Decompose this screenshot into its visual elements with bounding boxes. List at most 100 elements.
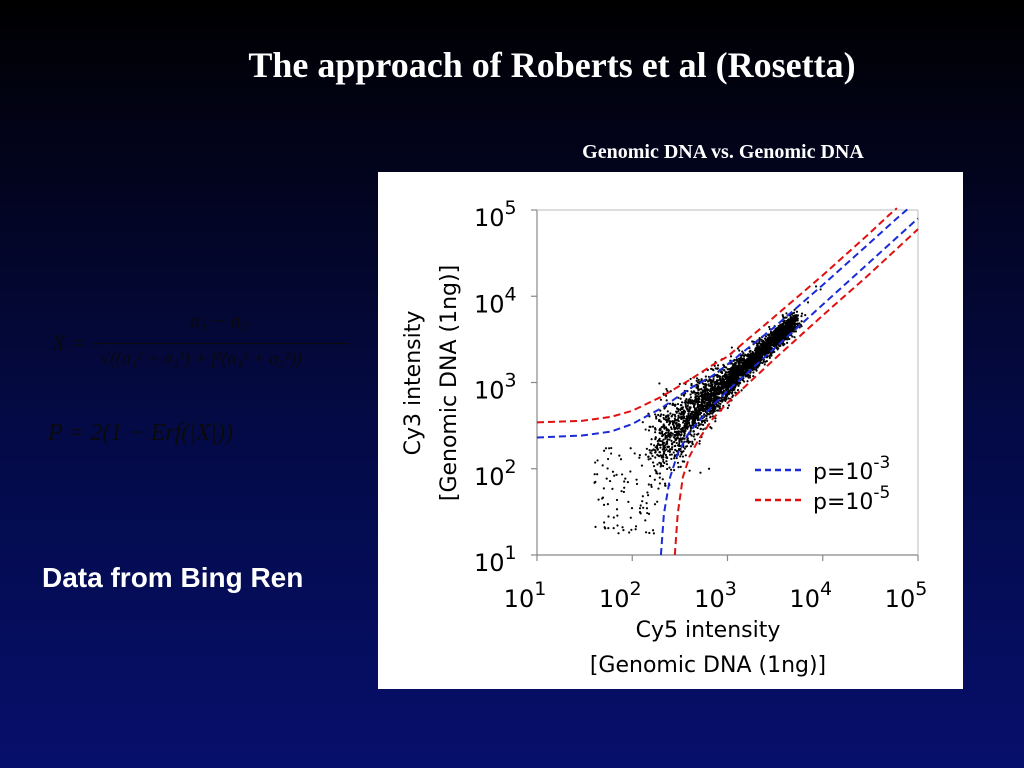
scatter-point <box>791 330 794 333</box>
scatter-point <box>673 457 676 460</box>
scatter-point <box>708 393 712 396</box>
scatter-point <box>664 449 667 452</box>
scatter-point <box>675 449 678 452</box>
scatter-point <box>763 353 766 356</box>
scatter-point <box>656 448 659 451</box>
scatter-point <box>696 410 699 413</box>
scatter-point <box>650 483 653 486</box>
scatter-point <box>715 392 718 395</box>
scatter-point <box>706 402 709 405</box>
scatter-point <box>738 349 741 352</box>
scatter-point <box>728 390 731 393</box>
scatter-point <box>697 392 700 396</box>
x-tick-label: 103 <box>694 578 737 613</box>
scatter-point <box>699 471 702 474</box>
scatter-point <box>706 391 710 394</box>
scatter-point <box>646 494 650 497</box>
scatter-point <box>610 446 613 450</box>
scatter-point <box>703 394 707 398</box>
scatter-point <box>687 412 690 415</box>
scatter-point <box>710 427 713 430</box>
scatter-point <box>748 376 752 379</box>
scatter-point <box>648 475 652 478</box>
scatter-point <box>775 344 778 347</box>
scatter-point <box>759 343 762 346</box>
scatter-point <box>665 419 668 422</box>
scatter-point <box>690 412 694 415</box>
scatter-point <box>622 490 625 494</box>
scatter-point <box>738 372 741 376</box>
scatter-point <box>698 439 701 443</box>
scatter-point <box>681 455 685 458</box>
scatter-point <box>800 314 803 318</box>
scatter-point <box>644 453 647 456</box>
scatter-point <box>716 373 719 377</box>
scatter-point <box>695 399 698 402</box>
scatter-point <box>662 464 665 468</box>
scatter-point <box>654 446 657 449</box>
scatter-point <box>716 364 720 367</box>
scatter-point <box>661 443 664 446</box>
scatter-point <box>663 461 666 465</box>
scatter-point <box>724 373 727 376</box>
scatter-point <box>733 370 736 373</box>
scatter-point <box>702 397 706 401</box>
scatter-point <box>704 383 708 386</box>
scatter-point <box>786 341 789 344</box>
scatter-point <box>722 377 725 381</box>
scatter-point <box>675 430 678 433</box>
scatter-point <box>793 320 796 323</box>
scatter-point <box>683 460 686 463</box>
legend-label-p5: p=10-5 <box>813 483 890 515</box>
scatter-point <box>671 432 674 435</box>
scatter-point <box>745 375 748 378</box>
scatter-point <box>663 418 666 421</box>
scatter-point <box>739 358 742 361</box>
scatter-point <box>687 402 690 405</box>
scatter-point <box>642 506 645 509</box>
scatter-point <box>712 397 716 400</box>
scatter-point <box>740 389 743 392</box>
scatter-point <box>752 375 755 378</box>
scatter-point <box>684 454 687 457</box>
scatter-point <box>754 361 757 364</box>
scatter-point <box>651 425 655 428</box>
scatter-point <box>668 453 672 456</box>
scatter-point <box>669 426 673 429</box>
scatter-point <box>668 448 671 451</box>
scatter-point <box>681 421 685 424</box>
scatter-point <box>616 514 619 517</box>
scatter-point <box>669 431 673 434</box>
scatter-point <box>672 424 676 428</box>
scatter-point <box>647 483 650 486</box>
scatter-point <box>651 529 655 532</box>
scatter-point <box>704 414 707 417</box>
scatter-point <box>775 346 779 349</box>
scatter-point <box>684 403 687 406</box>
scatter-point <box>652 465 656 468</box>
scatter-point <box>791 335 794 338</box>
scatter-point <box>679 455 682 458</box>
scatter-point <box>691 399 694 403</box>
scatter-point <box>755 346 758 349</box>
scatter-point <box>781 328 784 331</box>
scatter-point <box>668 438 671 441</box>
scatter-point <box>730 376 734 379</box>
scatter-point <box>654 456 657 459</box>
scatter-point <box>608 479 612 483</box>
scatter-point <box>720 397 723 400</box>
scatter-point <box>696 413 700 416</box>
scatter-point <box>707 404 710 407</box>
scatter-point <box>737 384 740 387</box>
scatter-point <box>719 382 723 386</box>
scatter-point <box>677 410 680 413</box>
scatter-point <box>712 380 715 383</box>
scatter-point <box>665 399 668 402</box>
scatter-point <box>699 391 702 394</box>
scatter-point <box>659 432 662 435</box>
scatter-point <box>658 382 661 385</box>
scatter-point <box>666 467 669 471</box>
scatter-point <box>710 380 714 383</box>
scatter-point <box>752 371 755 374</box>
scatter-plot: 101 102 103 104 105 101 102 103 104 105 p=10-3 p=… <box>401 197 927 678</box>
